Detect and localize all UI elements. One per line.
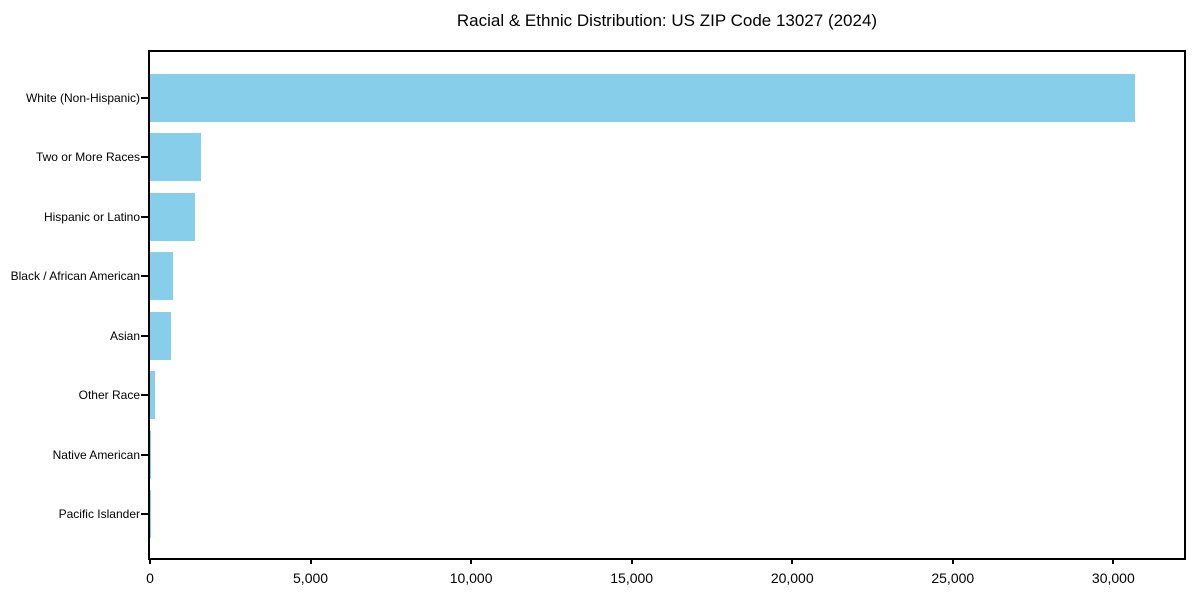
y-tick-mark [141, 275, 148, 278]
bar [150, 430, 151, 479]
category-label: Native American [52, 447, 140, 462]
x-tick-label: 0 [146, 570, 154, 586]
x-tick-label: 15,000 [610, 570, 654, 586]
category-label: White (Non-Hispanic) [25, 90, 140, 105]
x-tick-mark [951, 558, 954, 564]
x-tick-label: 20,000 [770, 570, 814, 586]
x-tick-label: 25,000 [931, 570, 975, 586]
chart-title: Racial & Ethnic Distribution: US ZIP Cod… [456, 11, 878, 30]
y-tick-mark [141, 96, 148, 99]
x-tick-mark [791, 558, 794, 564]
x-tick-mark [1112, 558, 1115, 564]
bar [150, 371, 155, 420]
x-tick-mark [309, 558, 312, 564]
category-label: Black / African American [10, 269, 140, 284]
bar [150, 133, 201, 182]
y-tick-mark [141, 334, 148, 337]
category-label: Other Race [78, 388, 140, 403]
y-tick-mark [141, 156, 148, 159]
plot-area [148, 50, 1186, 560]
bar [150, 73, 1135, 122]
x-tick-label: 5,000 [293, 570, 329, 586]
x-tick-label: 10,000 [449, 570, 493, 586]
bar [150, 192, 195, 241]
bar [150, 311, 172, 360]
category-label: Two or More Races [35, 150, 140, 165]
y-tick-mark [141, 215, 148, 218]
x-tick-mark [149, 558, 151, 564]
y-tick-mark [141, 453, 148, 456]
x-tick-label: 30,000 [1091, 570, 1135, 586]
x-tick-mark [630, 558, 633, 564]
category-label: Pacific Islander [58, 507, 140, 522]
category-label: Asian [109, 328, 140, 343]
y-tick-mark [141, 513, 148, 516]
x-tick-mark [470, 558, 473, 564]
bar [150, 252, 174, 301]
y-tick-mark [141, 394, 148, 397]
category-label: Hispanic or Latino [43, 209, 140, 224]
